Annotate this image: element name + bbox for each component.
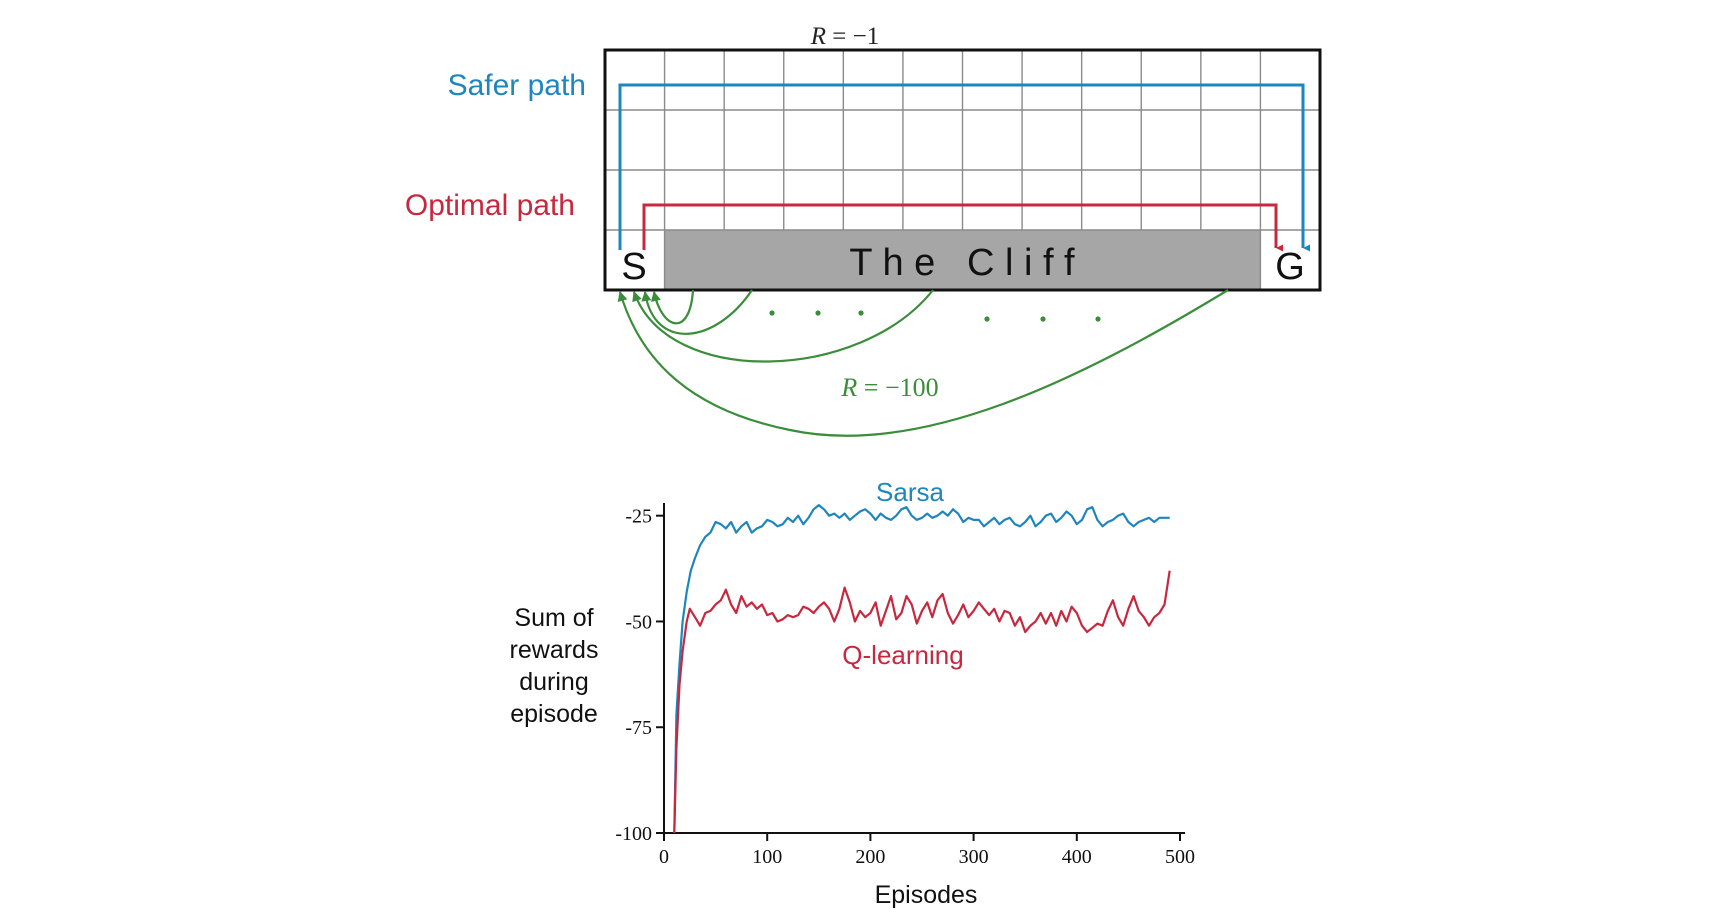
x-tick-label: 400 (1062, 846, 1092, 868)
safer-path-label: Safer path (448, 69, 586, 102)
y-axis-label: Sum of rewards during episode (510, 604, 599, 728)
y-tick-label: -100 (615, 823, 652, 845)
y-tick-label: -75 (625, 717, 652, 739)
cliff-arc-3 (632, 289, 934, 363)
x-tick-label: 500 (1165, 846, 1195, 868)
start-cell-label: S (621, 246, 646, 288)
x-tick-label: 200 (855, 846, 885, 868)
y-axis-label-line: during (519, 668, 589, 696)
reward-chart: Sum of rewards during episode -25 -50 -75 -100… (510, 477, 1195, 909)
y-ticks: -25 -50 -75 -100 (615, 506, 664, 845)
grid-lines (605, 50, 1320, 290)
cliff-arc-4 (617, 289, 1229, 437)
step-reward-label: R = −1 (810, 23, 879, 50)
y-tick-label: -50 (625, 611, 652, 633)
cliff-reward-label: R = −100 (840, 373, 938, 402)
grid-border (603, 48, 1322, 292)
sarsa-series-line (673, 504, 1170, 834)
cliff-arc-1 (650, 289, 695, 325)
x-tick-label: 0 (659, 846, 669, 868)
ellipsis-dots (769, 310, 1101, 322)
cliff-region (665, 230, 1260, 290)
x-tick-label: 100 (752, 846, 782, 868)
x-ticks: 0 100 200 300 400 500 (659, 833, 1195, 868)
cliff-arc-2 (641, 289, 753, 335)
cliff-label: T h e C l i f f (849, 242, 1075, 284)
x-tick-label: 300 (959, 846, 989, 868)
safer-path-line (618, 83, 1310, 252)
series-label-q-learning: Q-learning (842, 640, 963, 670)
goal-cell-label: G (1275, 246, 1305, 288)
gridworld: R = −1 Safer path Optimal path T h e C l… (405, 23, 1322, 437)
series-label-sarsa: Sarsa (876, 477, 944, 507)
cliff-fall-arrows (617, 289, 1229, 437)
y-axis-label-line: Sum of (514, 604, 593, 632)
optimal-path-label: Optimal path (405, 189, 575, 222)
x-axis-label: Episodes (875, 881, 978, 909)
y-axis-label-line: rewards (510, 636, 599, 664)
y-tick-label: -25 (625, 506, 652, 528)
series-lines (673, 504, 1171, 834)
q-learning-series-line (673, 570, 1171, 834)
optimal-path-line (642, 203, 1283, 252)
y-axis-label-line: episode (510, 700, 598, 728)
